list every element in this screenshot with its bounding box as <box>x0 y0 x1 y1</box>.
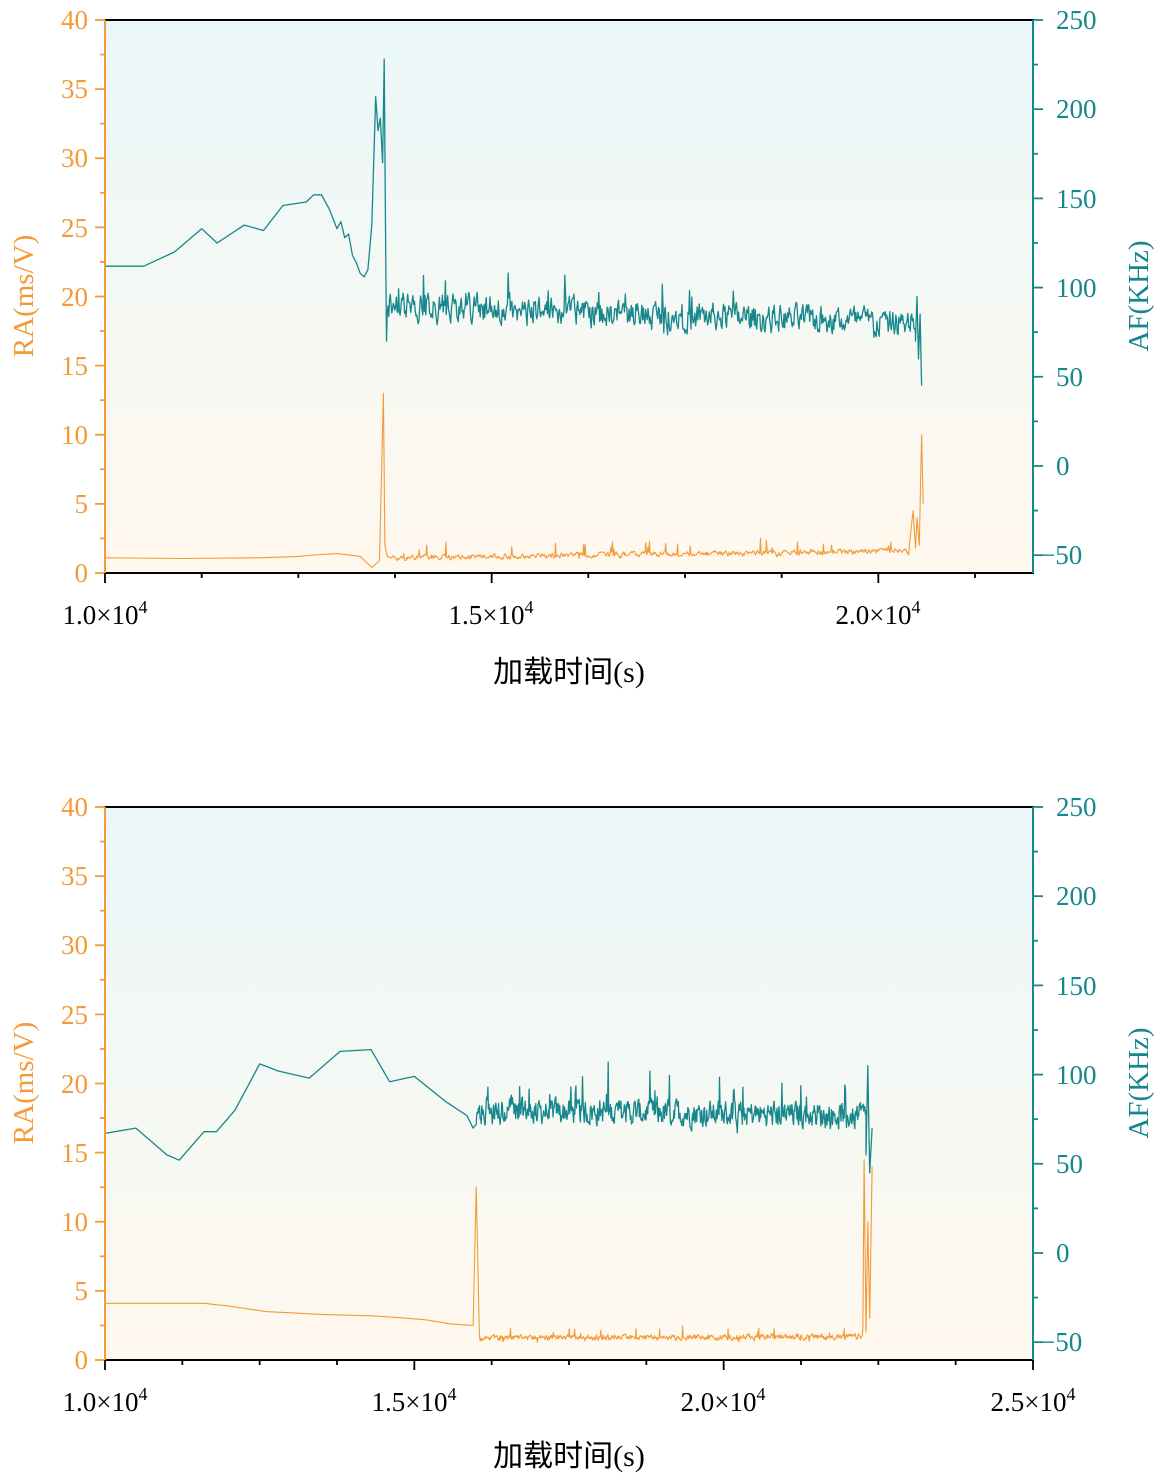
y-left-tick: 10 <box>61 1207 88 1237</box>
y-left-axis-title: RA(ms/V) <box>8 1022 40 1144</box>
y-left-tick: 0 <box>75 558 89 588</box>
y-right-tick: 250 <box>1056 5 1097 35</box>
x-tick-label: 2.0×104 <box>836 597 921 630</box>
x-tick-label: 2.0×104 <box>681 1384 766 1417</box>
x-tick-label: 2.5×104 <box>991 1384 1076 1417</box>
series-line-ra <box>104 392 924 569</box>
x-tick-label: 1.5×104 <box>372 1384 457 1417</box>
y-left-tick: 10 <box>61 420 88 450</box>
y-right-axis-title: AF(KHz) <box>1123 1027 1155 1138</box>
y-right-tick: 50 <box>1056 362 1083 392</box>
x-tick-label: 1.5×104 <box>449 597 534 630</box>
y-right-tick: 100 <box>1056 1060 1097 1090</box>
x-axis-title: 加载时间(s) <box>493 1440 645 1473</box>
y-left-tick: 5 <box>75 1276 89 1306</box>
y-left-tick: 30 <box>61 143 88 173</box>
y-left-tick: 25 <box>61 213 88 243</box>
y-left-axis-title: RA(ms/V) <box>8 235 40 357</box>
y-right-tick: 200 <box>1056 94 1097 124</box>
y-left-tick: 40 <box>61 792 88 822</box>
y-right-tick: 100 <box>1056 273 1097 303</box>
y-left-tick: 30 <box>61 930 88 960</box>
series-line-ra <box>105 1158 873 1343</box>
plot-area-bottom <box>105 807 1033 1360</box>
x-axis-title: 加载时间(s) <box>493 656 645 689</box>
y-left-tick: 35 <box>61 861 88 891</box>
y-left-tick: 0 <box>75 1345 89 1375</box>
y-right-tick: 50 <box>1056 1149 1083 1179</box>
y-right-tick: −50 <box>1040 540 1082 570</box>
y-right-axis-title: AF(KHz) <box>1123 240 1155 351</box>
chart-bottom: 0 5 10 15 20 25 30 35 40 −50 0 50 100 15… <box>8 792 1155 1473</box>
y-left-tick: 35 <box>61 74 88 104</box>
y-left-tick: 40 <box>61 5 88 35</box>
y-right-tick: 150 <box>1056 971 1097 1001</box>
series-line-af <box>104 1048 873 1174</box>
y-left-tick: 5 <box>75 489 89 519</box>
y-left-tick: 25 <box>61 1000 88 1030</box>
y-left-tick: 15 <box>61 1138 88 1168</box>
y-right-tick: −50 <box>1040 1327 1082 1357</box>
y-left-tick: 15 <box>61 351 88 381</box>
y-right-tick: 150 <box>1056 184 1097 214</box>
y-right-tick: 0 <box>1056 451 1070 481</box>
y-right-tick: 200 <box>1056 881 1097 911</box>
x-tick-label: 1.0×104 <box>63 1384 148 1417</box>
y-right-tick: 0 <box>1056 1238 1070 1268</box>
y-left-tick: 20 <box>61 1069 88 1099</box>
y-left-tick: 20 <box>61 282 88 312</box>
series-line-af <box>105 58 923 386</box>
x-tick-label: 1.0×104 <box>63 597 148 630</box>
y-right-tick: 250 <box>1056 792 1097 822</box>
chart-top: 0 5 10 15 20 25 30 35 40 −50 0 50 100 15… <box>8 5 1155 689</box>
